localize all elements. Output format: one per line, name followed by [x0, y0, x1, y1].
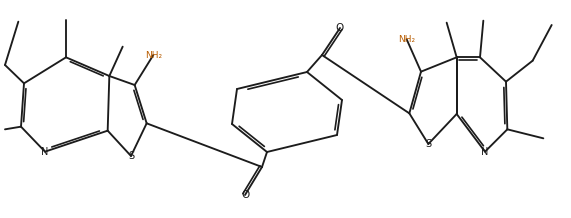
Text: S: S — [128, 151, 134, 161]
Text: O: O — [241, 190, 249, 200]
Text: N: N — [481, 147, 489, 157]
Text: S: S — [425, 139, 432, 149]
Text: NH₂: NH₂ — [398, 35, 415, 44]
Text: NH₂: NH₂ — [145, 51, 162, 60]
Text: O: O — [336, 23, 344, 33]
Text: N: N — [41, 147, 49, 157]
